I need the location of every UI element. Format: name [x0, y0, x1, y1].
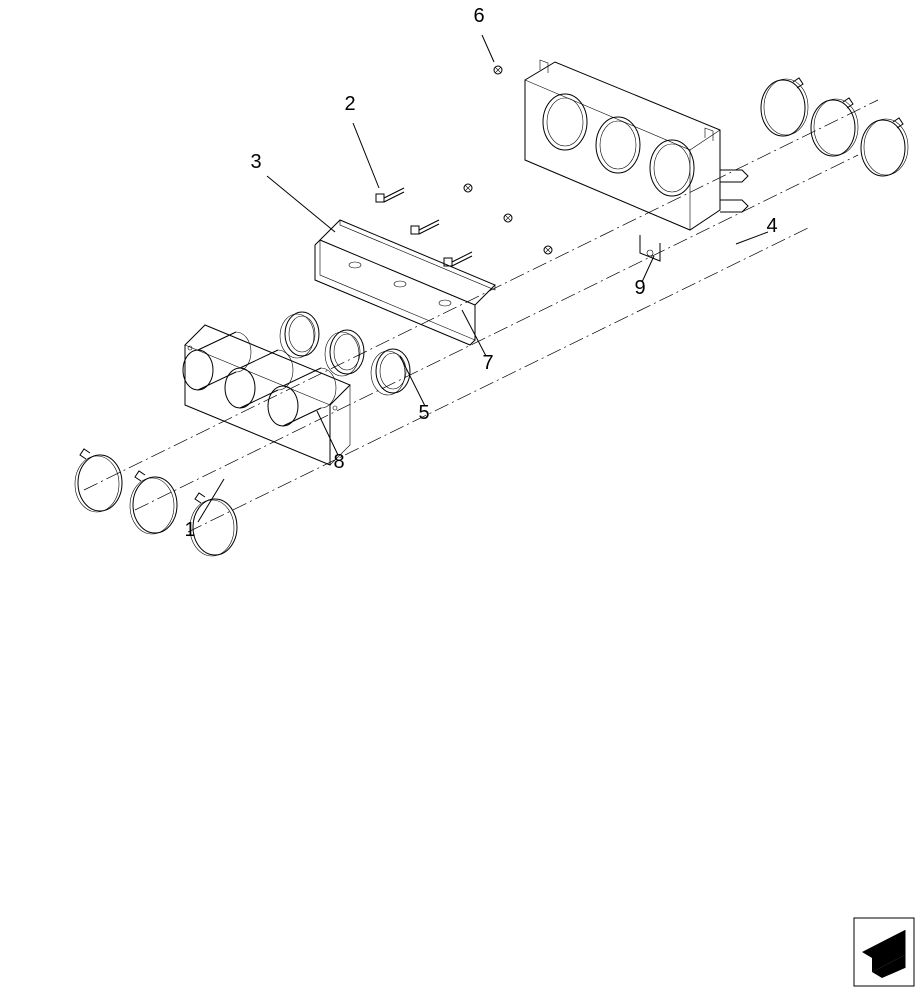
assembly-axes	[84, 100, 878, 532]
axis-2	[135, 155, 858, 510]
callout-leader-7	[462, 310, 486, 356]
callout-number-2: 2	[344, 93, 355, 115]
orientation-arrow-icon	[854, 918, 914, 986]
clamp-ring	[75, 449, 122, 512]
clamp-ring	[190, 493, 237, 556]
shield-plate	[315, 220, 495, 345]
callout-leader-1	[198, 479, 224, 522]
axis-1	[84, 100, 878, 490]
callout-number-3: 3	[250, 151, 261, 173]
callout-number-6: 6	[473, 5, 484, 27]
callout-leader-6	[482, 35, 494, 62]
diagram-canvas: 1 2 3 4 5 6 7 8 9	[0, 0, 924, 1000]
clamp-ring	[761, 78, 808, 136]
clamp-group-right	[761, 78, 908, 176]
clamp-ring	[861, 118, 908, 176]
small-screws	[464, 66, 552, 254]
clamp-group-left	[75, 449, 237, 556]
callout-number-8: 8	[333, 451, 344, 473]
right-bracket	[525, 60, 748, 261]
callout-leader-4	[736, 232, 768, 244]
callout-number-4: 4	[766, 215, 777, 237]
callout-number-7: 7	[482, 352, 493, 374]
callout-leader-8	[317, 411, 338, 455]
left-bracket	[183, 325, 350, 465]
axis-3	[188, 228, 808, 532]
callout-leader-2	[353, 123, 379, 188]
callouts: 1 2 3 4 5 6 7 8 9	[184, 5, 777, 541]
callout-leader-3	[267, 176, 335, 232]
callout-number-9: 9	[634, 277, 645, 299]
clamp-ring	[130, 471, 177, 534]
bolts-group	[376, 188, 472, 266]
callout-number-1: 1	[184, 519, 195, 541]
clamp-ring	[811, 98, 858, 156]
callout-number-5: 5	[418, 402, 429, 424]
